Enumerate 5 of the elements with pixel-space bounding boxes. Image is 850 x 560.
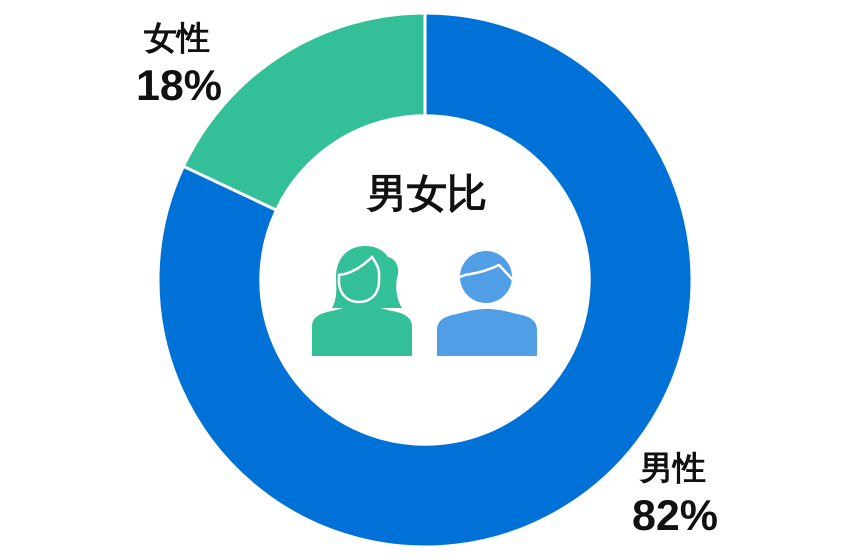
data-label: 82% [632,492,718,540]
text: 男女比 [366,172,487,216]
slice-label: 男性 [639,449,706,486]
slice-label: 女性 [143,19,210,56]
data-label: 18% [136,62,222,110]
